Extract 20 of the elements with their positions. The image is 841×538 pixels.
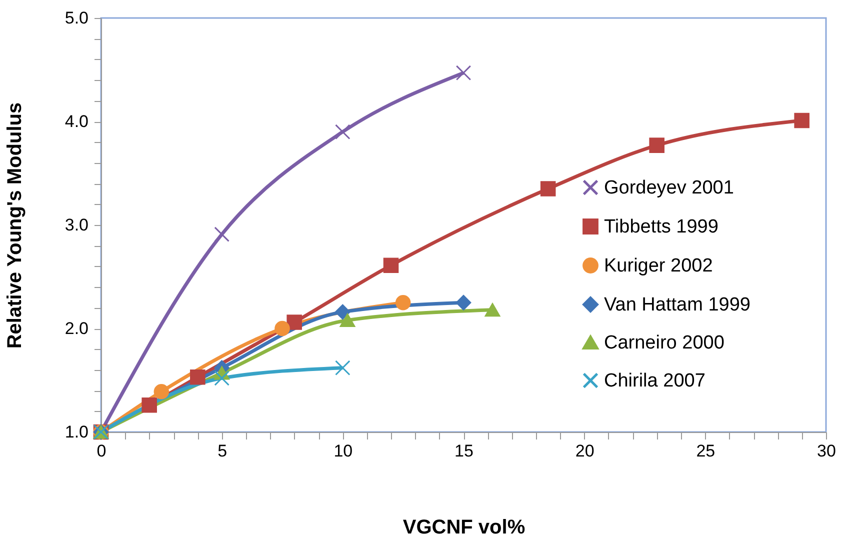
y-tick-label: 5.0	[64, 8, 88, 28]
y-tick-label: 2.0	[64, 319, 88, 338]
legend-label: Gordeyev 2001	[604, 178, 734, 198]
y-tick-label: 4.0	[64, 112, 88, 131]
x-axis-title: VGCNF vol%	[402, 516, 526, 538]
x-tick-label: 10	[334, 442, 353, 460]
y-tick-label: 3.0	[64, 216, 88, 234]
y-axis-title: Relative Young's Modulus	[4, 102, 26, 349]
x-tick-label: 30	[817, 442, 836, 460]
x-tick-label: 0	[96, 442, 106, 460]
x-tick-label: 15	[454, 442, 474, 460]
x-tick-label: 25	[696, 442, 716, 460]
y-tick-label: 1.0	[64, 422, 88, 442]
x-tick-label: 20	[575, 442, 594, 460]
legend-label: Kuriger 2002	[604, 256, 713, 276]
legend-label: Carneiro 2000	[604, 332, 724, 354]
legend-label: Van Hattam 1999	[604, 294, 750, 316]
legend-label: Tibbetts 1999	[604, 216, 718, 238]
legend-label: Chirila 2007	[604, 370, 706, 392]
x-tick-label: 5	[218, 442, 228, 460]
